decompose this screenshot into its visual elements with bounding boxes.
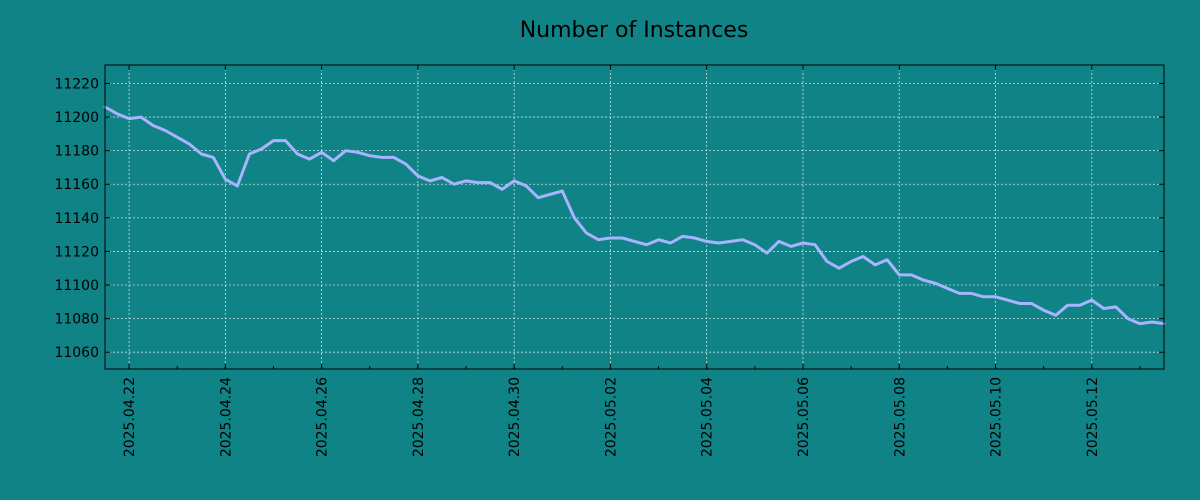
y-tick-label: 11120: [54, 244, 99, 260]
y-tick-label: 11140: [54, 211, 99, 227]
x-tick-label: 2025.05.06: [796, 377, 812, 457]
x-tick-label: 2025.05.04: [700, 377, 716, 457]
grid-lines: [105, 65, 1164, 369]
x-tick-label: 2025.05.12: [1085, 377, 1101, 457]
y-tick-label: 11180: [54, 144, 99, 160]
series-line: [103, 105, 1166, 326]
x-tick-label: 2025.04.24: [218, 377, 234, 457]
y-tick-label: 11220: [54, 76, 99, 92]
x-tick-label: 2025.04.30: [507, 377, 523, 457]
x-tick-label: 2025.04.22: [122, 377, 138, 457]
y-tick-label: 11100: [54, 278, 99, 294]
x-tick-label: 2025.05.02: [603, 377, 619, 457]
plot-area-frame: [104, 64, 1165, 370]
chart-title: Number of Instances: [520, 18, 749, 43]
x-tick-label: 2025.05.10: [989, 377, 1005, 457]
x-tick-label: 2025.04.26: [315, 377, 331, 457]
x-tick-label: 2025.05.08: [892, 377, 908, 457]
y-axis: 11060 11080 11100 11120 11140 11160 11180 11200…: [54, 76, 1164, 361]
y-tick-label: 11200: [54, 110, 99, 126]
y-tick-label: 11060: [54, 345, 99, 361]
y-tick-label: 11160: [54, 177, 99, 193]
y-tick-label: 11080: [54, 312, 99, 328]
x-tick-label: 2025.04.28: [411, 377, 427, 457]
x-axis: 2025.04.22 2025.04.24 2025.04.26 2025.04.28…: [122, 65, 1141, 457]
